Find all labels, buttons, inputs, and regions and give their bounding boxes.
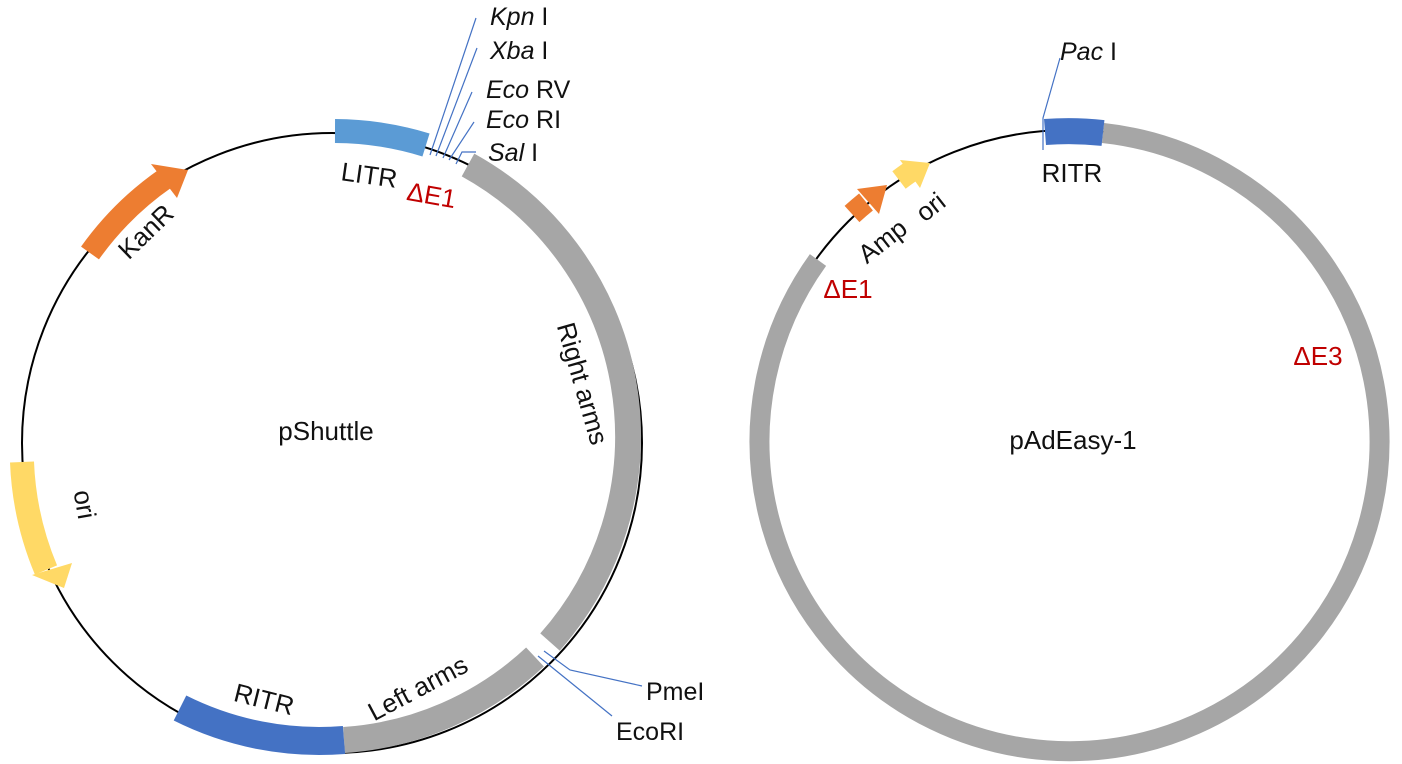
pshuttle-ori-label: ori (68, 488, 103, 522)
pshuttle-kanr-arrowhead (151, 164, 188, 198)
padeasy-amp-label: Amp (852, 213, 913, 270)
pshuttle-site-xbai: Xba I (489, 37, 548, 65)
pshuttle-site-pmei: PmeI (646, 678, 704, 706)
padeasy-delta-e3-label: ΔE3 (1293, 341, 1342, 371)
padeasy-ori-label: ori (910, 186, 951, 227)
pshuttle-left-arm-band (343, 647, 544, 753)
padeasy-ori-arrowhead (900, 160, 930, 188)
site-suffix: I (534, 3, 548, 31)
pshuttle-ori-arrowhead (32, 563, 72, 588)
pshuttle-name: pShuttle (278, 416, 373, 446)
site-suffix: I (1103, 38, 1117, 66)
pshuttle-site-lines (429, 17, 478, 165)
padeasy-site-paci: Pac I (1060, 38, 1117, 66)
site-suffix: I (524, 139, 538, 167)
site-italic: Eco (486, 76, 529, 104)
pshuttle-kanr-arrow-body (81, 168, 173, 260)
padeasy-ritr-band (1044, 118, 1105, 146)
site-italic: Kpn (490, 3, 534, 31)
padeasy-name: pAdEasy-1 (1009, 425, 1136, 455)
pshuttle-site-sali: Sal I (488, 139, 538, 167)
pshuttle-litr-label: LITR (339, 156, 399, 194)
padeasy-delta-e1-label: ΔE1 (823, 274, 872, 304)
site-suffix: RI (529, 106, 561, 134)
pshuttle-site-ecorv: Eco RV (486, 76, 571, 104)
padeasy-map: Pac I RITR Amp ori ΔE1 ΔE3 pAdEasy-1 (749, 38, 1390, 762)
pshuttle-lower-site-lines (537, 650, 643, 717)
pshuttle-right-arm-band (461, 153, 642, 651)
padeasy-site-line (1042, 57, 1061, 150)
pshuttle-ritr-label: RITR (231, 677, 297, 721)
site-suffix: I (534, 37, 548, 65)
pshuttle-ritr-band (173, 695, 346, 755)
padeasy-amp-arrowhead (857, 185, 887, 214)
pshuttle-map: Kpn I Xba I Eco RV Eco RI Sal I PmeI Eco… (10, 3, 704, 755)
padeasy-ritr-label: RITR (1042, 158, 1103, 188)
padeasy-genome-band (749, 123, 1390, 762)
pshuttle-ori-arrow-body (10, 461, 58, 575)
site-italic: Eco (486, 106, 529, 134)
padeasy-ori-arrow-body (892, 162, 917, 189)
pshuttle-delta-e1-label: ΔE1 (405, 176, 459, 214)
pshuttle-site-kpni: Kpn I (490, 3, 548, 31)
site-suffix: RV (529, 76, 571, 104)
pshuttle-site-ecori-top: Eco RI (486, 106, 561, 134)
pshuttle-site-ecori-bottom: EcoRI (616, 718, 684, 746)
site-italic: Sal (488, 139, 526, 167)
padeasy-amp-arrow-body (844, 193, 873, 223)
pshuttle-litr-band (334, 119, 430, 157)
site-italic: Xba (489, 37, 535, 65)
site-italic: Pac (1060, 38, 1104, 66)
